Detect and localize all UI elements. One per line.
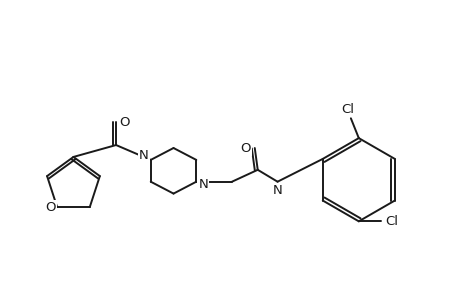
Text: O: O — [240, 142, 251, 154]
Text: O: O — [119, 116, 130, 129]
Text: N: N — [272, 184, 282, 197]
Text: Cl: Cl — [341, 103, 353, 116]
Text: Cl: Cl — [384, 215, 397, 228]
Text: N: N — [198, 178, 207, 191]
Text: N: N — [139, 149, 148, 162]
Text: O: O — [45, 201, 56, 214]
